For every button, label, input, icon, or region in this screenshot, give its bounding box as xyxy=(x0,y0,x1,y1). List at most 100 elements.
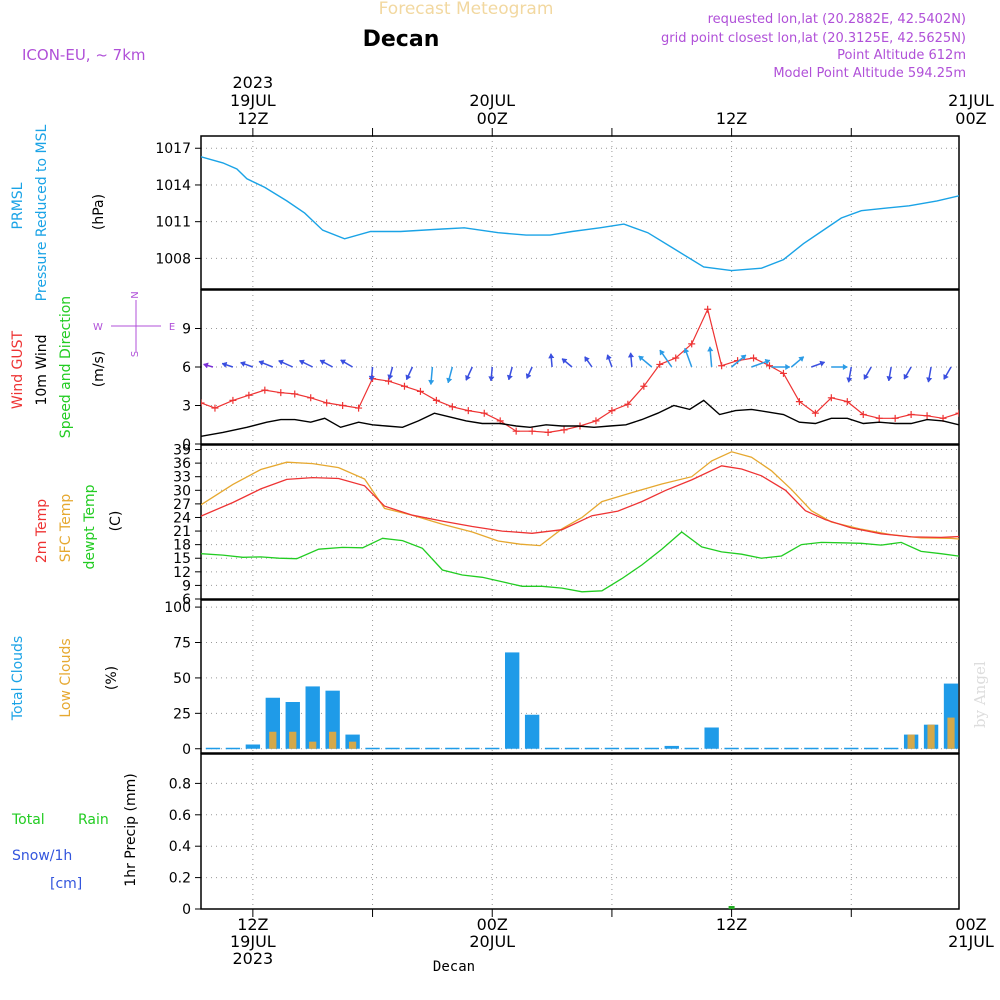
wind-arrow-head xyxy=(863,373,870,380)
ytick-label-clouds: 50 xyxy=(173,671,191,687)
pressure-label-unit: (hPa) xyxy=(91,194,107,230)
ytick-label-wind: 3 xyxy=(182,399,191,415)
wind-direction-arrows xyxy=(203,346,952,386)
wind-label-gust: Wind GUST xyxy=(10,330,26,409)
ytick-label-temp: 24 xyxy=(173,510,191,526)
ytick-label-clouds: 75 xyxy=(173,636,191,652)
wind-arrow-head xyxy=(842,363,848,371)
low-cloud-bar xyxy=(927,724,935,749)
wind-label-direction: Speed and Direction xyxy=(58,296,74,438)
gust-marker xyxy=(416,387,424,395)
gust-marker xyxy=(211,404,219,412)
gust-line xyxy=(201,307,959,434)
pressure-label-prmsl: PRMSL xyxy=(10,182,26,229)
wind-arrow-head xyxy=(340,359,347,366)
gust-marker xyxy=(779,369,787,377)
wind-arrow-head xyxy=(819,360,826,367)
total-cloud-bar xyxy=(504,652,520,749)
plot-layer: 1008101110141017036969121518212427303336… xyxy=(155,73,994,968)
ytick-label-temp: 36 xyxy=(173,456,191,472)
gust-marker xyxy=(277,389,285,397)
gust-marker xyxy=(875,414,883,422)
clouds-label-total: Total Clouds xyxy=(10,636,26,721)
wind-arrow-head xyxy=(707,346,714,352)
total-cloud-bar xyxy=(524,714,540,749)
low-cloud-bar xyxy=(907,734,915,749)
low-cloud-bar xyxy=(289,731,297,749)
low-cloud-bar xyxy=(309,741,317,749)
total-cloud-bar xyxy=(305,686,320,749)
gust-marker xyxy=(688,340,696,348)
forecast-title: Forecast Meteogram xyxy=(379,0,554,19)
compass-south: S xyxy=(130,351,141,357)
gust-marker xyxy=(355,404,363,412)
total-cloud-bar xyxy=(883,747,899,750)
precip-bars xyxy=(728,906,735,909)
wind-arrow-head xyxy=(740,354,747,361)
wind-arrow-head xyxy=(387,374,394,380)
wind-arrow-head xyxy=(446,377,453,384)
gust-marker xyxy=(907,410,915,418)
total-cloud-bar xyxy=(365,747,380,750)
ytick-label-temp: 21 xyxy=(173,524,191,540)
ytick-label-pressure: 1017 xyxy=(155,141,191,157)
gust-marker xyxy=(811,409,819,417)
total-cloud-bar xyxy=(564,747,580,750)
total-cloud-bar xyxy=(764,747,779,750)
gust-marker xyxy=(544,428,552,436)
precip-label-rain: Rain xyxy=(78,812,109,828)
wind-arrow-head xyxy=(943,373,949,380)
wind-arrow-head xyxy=(548,353,555,359)
ytick-label-temp: 27 xyxy=(173,497,191,513)
temp-label-unit: (C) xyxy=(108,511,124,532)
gust-marker xyxy=(229,396,237,404)
precip-label-snow: Snow/1h xyxy=(12,848,72,864)
total-cloud-bar xyxy=(824,747,839,750)
total-cloud-bar xyxy=(385,747,400,750)
ytick-label-wind: 9 xyxy=(182,322,191,338)
total-cloud-bar xyxy=(804,747,819,750)
time-label-bottom: 12Z xyxy=(237,915,268,934)
total-cloud-bar xyxy=(425,747,440,750)
total-cloud-bar xyxy=(604,747,620,750)
wind-arrow-head xyxy=(240,361,246,367)
gust-marker xyxy=(704,305,712,313)
time-label-bottom: 2023 xyxy=(233,949,274,968)
time-label-top: 19JUL xyxy=(230,91,276,110)
total-cloud-bar xyxy=(644,747,659,750)
total-cloud-bar xyxy=(205,747,221,750)
wind-arrow-head xyxy=(258,360,265,366)
ytick-label-temp: 18 xyxy=(173,538,191,554)
ytick-label-precip: 0.2 xyxy=(169,871,191,887)
panel-frame-precip xyxy=(200,753,960,910)
compass-east: E xyxy=(169,322,175,333)
pressure-label-msl: Pressure Reduced to MSL xyxy=(34,124,50,301)
wind-arrow-head xyxy=(903,373,910,380)
gust-marker xyxy=(307,394,315,402)
gust-marker xyxy=(464,407,472,415)
wind-arrow-head xyxy=(659,349,666,356)
cloud-bars xyxy=(205,652,959,750)
ytick-label-precip: 0.6 xyxy=(169,808,191,824)
rain-bar xyxy=(728,906,735,909)
compass-rose: N S W E xyxy=(93,291,175,357)
gust-marker xyxy=(955,409,959,417)
gust-marker xyxy=(400,382,408,390)
gust-marker xyxy=(480,409,488,417)
temp-label-sfc: SFC Temp xyxy=(58,494,74,563)
wind-arrow-head xyxy=(319,359,326,366)
prmsl-group xyxy=(201,156,959,272)
total-cloud-bar xyxy=(864,747,879,750)
gust-marker xyxy=(560,426,568,434)
station-title: Decan xyxy=(363,27,440,52)
wind-arrow-head xyxy=(764,358,771,365)
gust-marker xyxy=(843,398,851,406)
wind-label-10m: 10m Wind xyxy=(34,334,50,405)
wind-arrow-head xyxy=(627,352,635,358)
credit-watermark: by Angel xyxy=(971,661,989,728)
wind-10m-group xyxy=(201,399,959,437)
time-label-bottom: 00Z xyxy=(477,915,508,934)
ytick-label-precip: 0 xyxy=(182,902,191,918)
precip-label-total: Total xyxy=(11,812,45,828)
